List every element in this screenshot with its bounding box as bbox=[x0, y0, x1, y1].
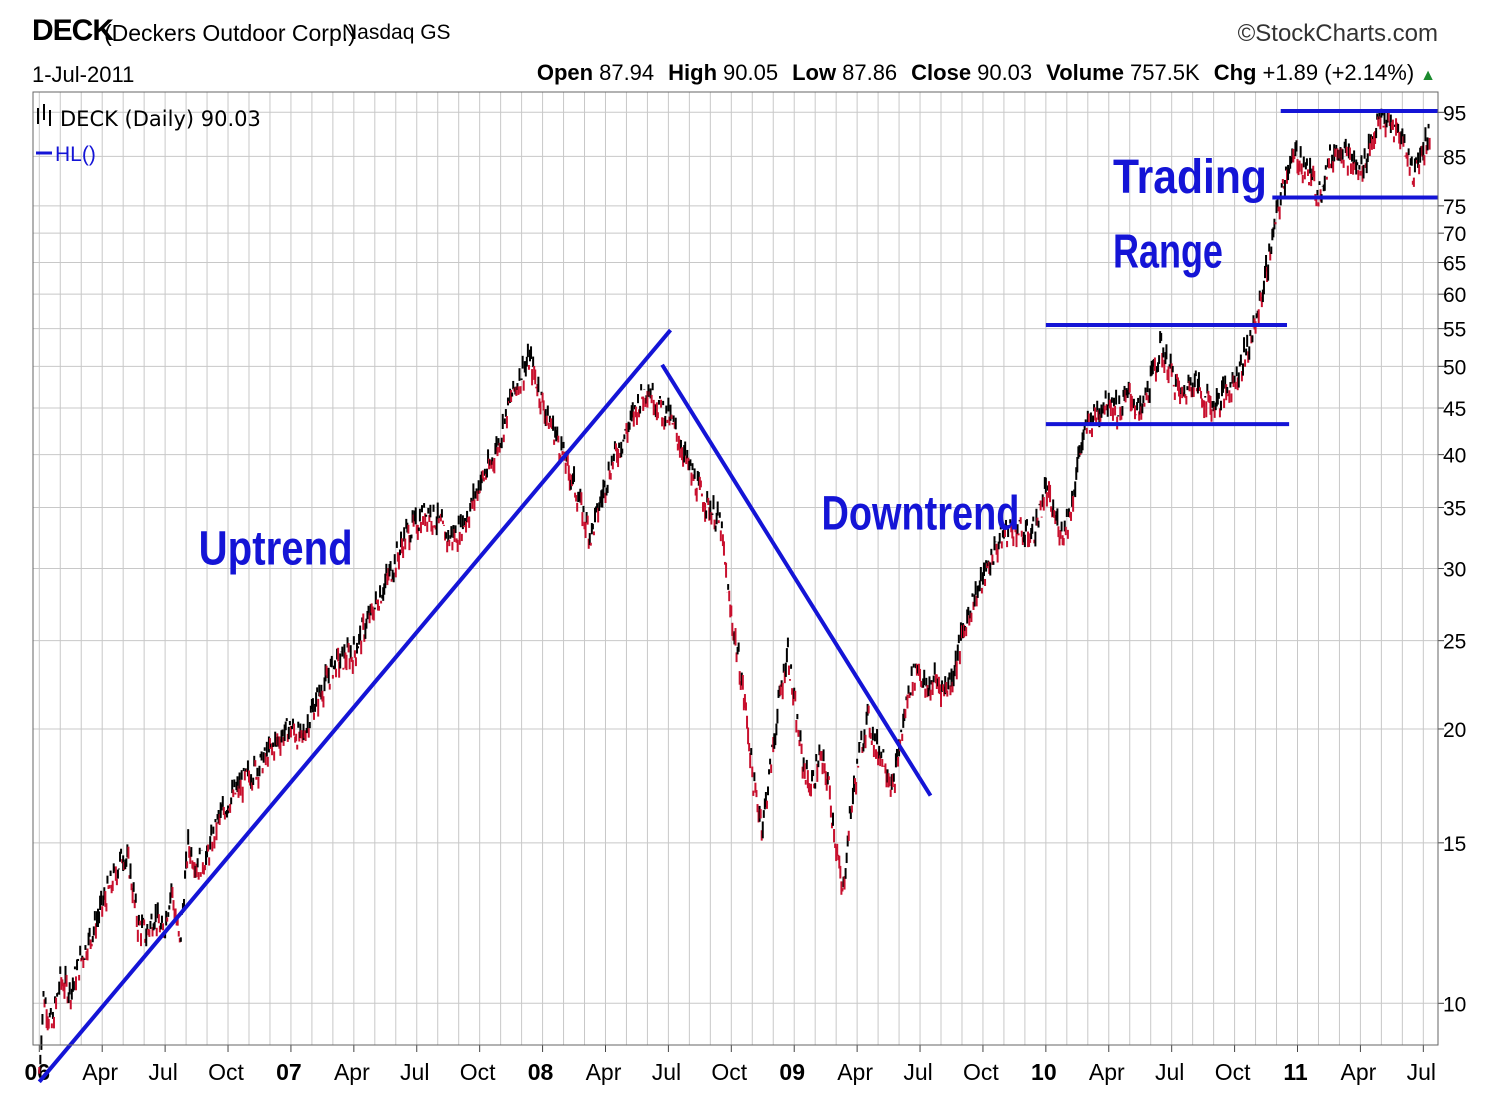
x-tick-label: Apr bbox=[837, 1059, 873, 1085]
trend-lines bbox=[37, 109, 1438, 1084]
x-tick-label: Oct bbox=[1215, 1059, 1251, 1085]
y-tick-label: 75 bbox=[1443, 196, 1466, 219]
x-tick-label: Oct bbox=[963, 1059, 999, 1085]
annotation-label: Trading bbox=[1113, 151, 1267, 204]
uptrend-line bbox=[37, 328, 673, 1084]
x-tick-label: Jul bbox=[1155, 1059, 1184, 1085]
annotation-label: Range bbox=[1113, 225, 1223, 278]
y-tick-label: 35 bbox=[1443, 497, 1466, 520]
y-tick-label: 20 bbox=[1443, 719, 1466, 742]
exchange-name: Nasdaq GS bbox=[342, 21, 451, 44]
legend-indicator-label: HL() bbox=[55, 143, 96, 166]
x-tick-label: Apr bbox=[586, 1059, 622, 1085]
x-tick-label: 09 bbox=[779, 1059, 805, 1085]
close-label: Close bbox=[911, 60, 972, 85]
y-tick-label: 55 bbox=[1443, 319, 1466, 342]
price-series bbox=[38, 108, 1431, 1074]
x-tick-label: Jul bbox=[652, 1059, 681, 1085]
x-tick-label: Apr bbox=[1341, 1059, 1377, 1085]
y-tick-label: 30 bbox=[1443, 559, 1466, 582]
y-tick-label: 50 bbox=[1443, 356, 1466, 379]
annotation-label: Downtrend bbox=[821, 488, 1019, 541]
high-value: 90.05 bbox=[723, 60, 779, 85]
y-axis: 10 15 20 25 30 35 40 45 50 55 60 65 70 75 85 95 bbox=[1438, 102, 1466, 1016]
low-label: Low bbox=[792, 60, 837, 85]
y-tick-label: 85 bbox=[1443, 146, 1466, 169]
close-value: 90.03 bbox=[977, 60, 1033, 85]
annotations: Uptrend Downtrend Trading Range bbox=[199, 151, 1267, 576]
low-value: 87.86 bbox=[842, 60, 898, 85]
y-tick-label: 15 bbox=[1443, 833, 1466, 856]
x-tick-label: 07 bbox=[276, 1059, 302, 1085]
volume-value: 757.5K bbox=[1129, 60, 1200, 85]
chart-type-icon bbox=[37, 104, 51, 126]
y-tick-label: 65 bbox=[1443, 252, 1466, 275]
x-axis: 06 Apr Jul Oct 07 Apr Jul Oct 08 Apr Jul Oct 09 Apr Ju… bbox=[24, 1045, 1436, 1085]
high-label: High bbox=[668, 60, 718, 85]
legend-price-label: DECK (Daily) 90.03 bbox=[60, 107, 261, 131]
y-tick-label: 70 bbox=[1443, 223, 1466, 246]
x-tick-label: Jul bbox=[148, 1059, 177, 1085]
annotation-label: Uptrend bbox=[199, 523, 353, 576]
company-name: (Deckers Outdoor Corp.) bbox=[104, 20, 356, 46]
x-tick-label: Oct bbox=[208, 1059, 244, 1085]
open-value: 87.94 bbox=[599, 60, 655, 85]
x-tick-label: Jul bbox=[1407, 1059, 1436, 1085]
change-label: Chg bbox=[1213, 60, 1257, 85]
change-value: +1.89 (+2.14%) bbox=[1262, 60, 1415, 85]
chart-legend: DECK (Daily) 90.03 HL() bbox=[36, 104, 261, 166]
open-label: Open bbox=[536, 60, 594, 85]
x-tick-label: Jul bbox=[400, 1059, 429, 1085]
chart-grid bbox=[33, 92, 1438, 1045]
y-tick-label: 10 bbox=[1443, 993, 1466, 1016]
x-tick-label: 08 bbox=[528, 1059, 554, 1085]
x-tick-label: Apr bbox=[334, 1059, 370, 1085]
x-tick-label: Apr bbox=[1089, 1059, 1125, 1085]
x-tick-label: 10 bbox=[1031, 1059, 1057, 1085]
y-tick-label: 25 bbox=[1443, 631, 1466, 654]
downtrend-line bbox=[660, 363, 933, 797]
up-triangle-icon: ▲ bbox=[1420, 67, 1436, 84]
x-tick-label: Oct bbox=[711, 1059, 747, 1085]
volume-label: Volume bbox=[1046, 60, 1124, 85]
x-tick-label: Oct bbox=[460, 1059, 496, 1085]
y-tick-label: 60 bbox=[1443, 284, 1466, 307]
plot-frame bbox=[32, 91, 1439, 1046]
x-tick-label: Jul bbox=[903, 1059, 932, 1085]
quote-summary: Open 87.94 High 90.05 Low 87.86 Close 90… bbox=[537, 60, 1436, 86]
ticker-symbol: DECK bbox=[32, 14, 114, 47]
x-tick-label: 11 bbox=[1283, 1059, 1308, 1085]
quote-date: 1-Jul-2011 bbox=[32, 62, 135, 87]
y-tick-label: 45 bbox=[1443, 398, 1466, 421]
y-tick-label: 95 bbox=[1443, 102, 1466, 125]
x-tick-label: Apr bbox=[82, 1059, 118, 1085]
brand-watermark: ©StockCharts.com bbox=[1237, 20, 1438, 47]
y-tick-label: 40 bbox=[1443, 445, 1466, 468]
